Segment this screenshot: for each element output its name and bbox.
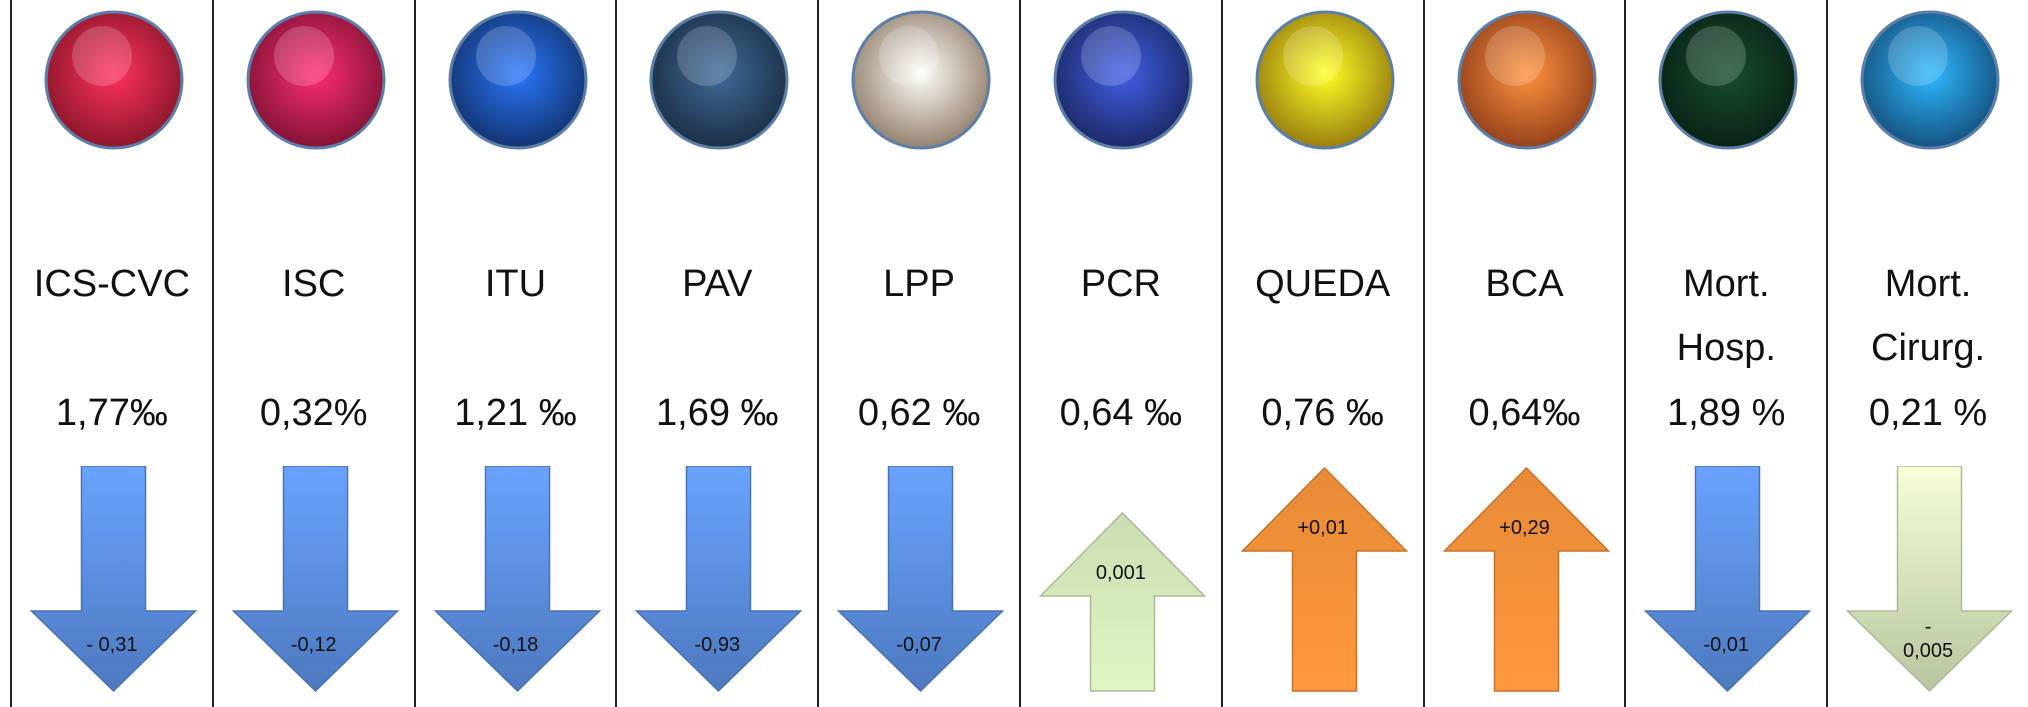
indicator-column: Mort.Hosp. 1,89 % -0,01 — [1624, 0, 1826, 707]
icon-shine — [476, 26, 536, 86]
arrow — [416, 466, 619, 696]
label-line: ITU — [416, 252, 616, 316]
indicator-label: ICS-CVC — [12, 252, 212, 316]
indicator-label: Mort.Hosp. — [1626, 252, 1826, 380]
icon-shine — [1283, 26, 1343, 86]
arrow-shape — [435, 466, 599, 691]
indicator-board: ICS-CVC 1,77‰ - 0,31 ISC 0,32% -0,12 ITU 1,21 ‰… — [0, 0, 2028, 707]
indicator-value: 0,64‰ — [1425, 392, 1625, 435]
icon — [446, 8, 590, 152]
indicator-value: 0,32% — [214, 392, 414, 435]
icon — [1051, 8, 1195, 152]
indicator-value: 0,62 ‰ — [819, 392, 1019, 435]
icon-shine — [1081, 26, 1141, 86]
arrow — [12, 466, 215, 696]
indicator-column: BCA 0,64‰ +0,29 — [1423, 0, 1625, 707]
arrow-shape — [839, 466, 1003, 691]
label-line: ICS-CVC — [12, 252, 212, 316]
indicator-column: ITU 1,21 ‰ -0,18 — [414, 0, 616, 707]
change-label: -0,12 — [214, 633, 414, 657]
icon — [1455, 8, 1599, 152]
indicator-value: 0,21 % — [1828, 392, 2028, 435]
arrow-shape — [233, 466, 397, 691]
label-line: Hosp. — [1626, 316, 1826, 380]
icon-shine — [879, 26, 939, 86]
arrow — [819, 466, 1022, 696]
label-line: Mort. — [1626, 252, 1826, 316]
label-line: Mort. — [1828, 252, 2028, 316]
icon — [1858, 8, 2002, 152]
indicator-column: LPP 0,62 ‰ -0,07 — [817, 0, 1019, 707]
indicator-label: PCR — [1021, 252, 1221, 316]
arrow — [617, 466, 820, 696]
indicator-column: ICS-CVC 1,77‰ - 0,31 — [10, 0, 212, 707]
arrow-shape — [32, 466, 196, 691]
label-line: ISC — [214, 252, 414, 316]
indicator-column: Mort.Cirurg. 0,21 % - 0,005 — [1826, 0, 2028, 707]
label-line: LPP — [819, 252, 1019, 316]
indicator-value: 0,64 ‰ — [1021, 392, 1221, 435]
arrow — [214, 466, 417, 696]
indicator-label: ISC — [214, 252, 414, 316]
arrow-shape — [637, 466, 801, 691]
arrow-shape — [1242, 468, 1406, 691]
icon-shine — [1888, 26, 1948, 86]
indicator-value: 1,69 ‰ — [617, 392, 817, 435]
icon-shine — [274, 26, 334, 86]
indicator-label: Mort.Cirurg. — [1828, 252, 2028, 380]
indicator-column: ISC 0,32% -0,12 — [212, 0, 414, 707]
arrow-shape — [1040, 513, 1204, 691]
indicator-label: QUEDA — [1223, 252, 1423, 316]
icon-shine — [1485, 26, 1545, 86]
change-label: +0,01 — [1223, 516, 1423, 540]
icon-shine — [1686, 26, 1746, 86]
indicator-value: 0,76 ‰ — [1223, 392, 1423, 435]
icon — [42, 8, 186, 152]
indicator-label: ITU — [416, 252, 616, 316]
icon-shine — [72, 26, 132, 86]
change-label: -0,01 — [1626, 633, 1826, 657]
indicator-column: PCR 0,64 ‰ 0,001 — [1019, 0, 1221, 707]
label-line: QUEDA — [1223, 252, 1423, 316]
label-line: BCA — [1425, 252, 1625, 316]
change-label: +0,29 — [1425, 516, 1625, 540]
arrow-shape — [1646, 466, 1810, 691]
change-label: -0,07 — [819, 633, 1019, 657]
arrow — [1626, 466, 1829, 696]
label-line: PAV — [617, 252, 817, 316]
change-label: -0,18 — [416, 633, 616, 657]
change-label: -0,93 — [617, 633, 817, 657]
arrow-shape — [1444, 468, 1608, 691]
arrow — [1223, 466, 1426, 696]
icon-shine — [677, 26, 737, 86]
icon — [647, 8, 791, 152]
indicator-value: 1,21 ‰ — [416, 392, 616, 435]
change-label: - 0,005 — [1828, 615, 2028, 663]
arrow — [1425, 466, 1628, 696]
change-label: - 0,31 — [12, 633, 212, 657]
indicator-label: LPP — [819, 252, 1019, 316]
indicator-column: QUEDA 0,76 ‰ +0,01 — [1221, 0, 1423, 707]
icon — [244, 8, 388, 152]
label-line: Cirurg. — [1828, 316, 2028, 380]
indicator-column: PAV 1,69 ‰ -0,93 — [615, 0, 817, 707]
indicator-value: 1,89 % — [1626, 392, 1826, 435]
change-label: 0,001 — [1021, 561, 1221, 585]
indicator-value: 1,77‰ — [12, 392, 212, 435]
icon — [1656, 8, 1800, 152]
icon — [1253, 8, 1397, 152]
indicator-label: PAV — [617, 252, 817, 316]
indicator-label: BCA — [1425, 252, 1625, 316]
icon — [849, 8, 993, 152]
label-line: PCR — [1021, 252, 1221, 316]
